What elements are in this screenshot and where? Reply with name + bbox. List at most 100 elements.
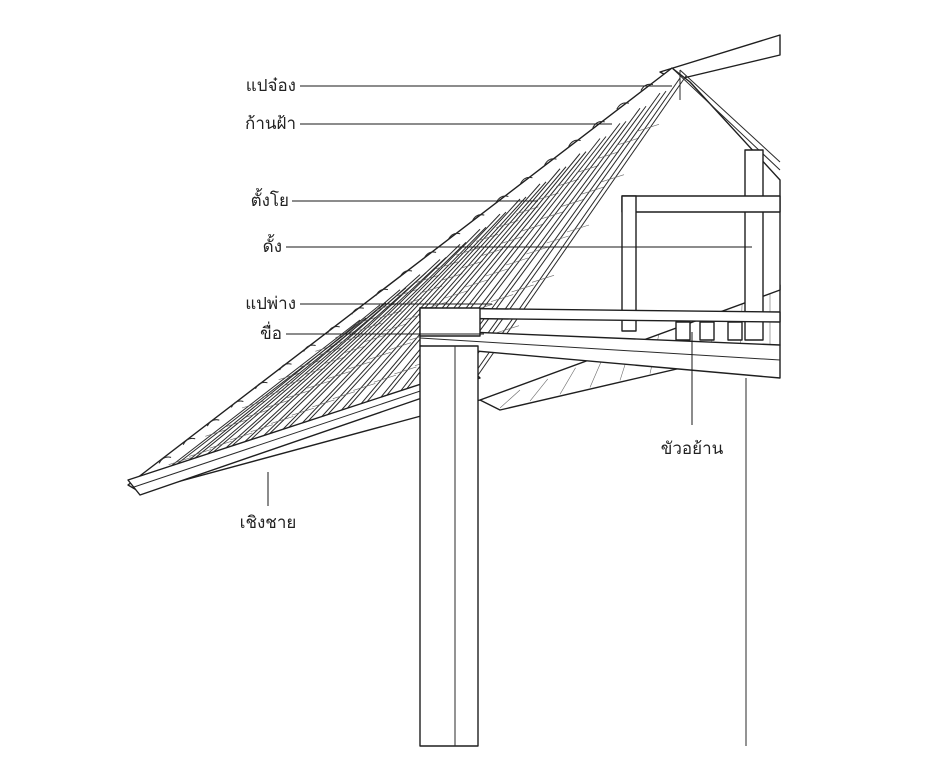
batten [485,268,508,277]
batten [168,457,191,465]
rafter [304,198,521,436]
tile-edge [544,158,557,166]
rafter [263,228,481,450]
batten [636,124,660,132]
rafter [180,289,401,477]
label-rafter-post: ตั้งโย [251,188,289,211]
batten [420,285,443,294]
rafter-edge [475,75,687,379]
batten [561,199,584,207]
rafter [242,244,461,456]
rafter-edge [228,257,447,461]
batten [246,409,269,418]
batten [465,279,488,288]
tile-edge [351,307,364,315]
batten [541,211,564,220]
batten [516,206,539,215]
batten [526,246,549,255]
rafter-edge [290,211,507,441]
far-rafter [529,378,549,402]
batten [363,334,386,343]
batten [348,361,371,370]
tile-edge [206,419,220,427]
batten [302,367,326,376]
batten [286,390,310,399]
batten [332,391,355,399]
main-rafters [139,75,687,491]
batten [318,347,342,356]
rafter [284,213,501,443]
batten [355,316,378,325]
batten [536,192,559,201]
joist-stubs [675,321,743,341]
batten [445,290,468,299]
batten [500,236,524,244]
batten [394,366,417,375]
batten [596,151,619,160]
batten [546,235,569,244]
batten [395,289,418,297]
rafter [345,168,561,422]
batten [282,378,305,387]
label-eave-board: เชิงชาย [240,513,297,533]
posts [419,345,747,747]
batten [353,383,376,391]
batten [327,371,350,379]
batten [531,275,555,283]
tile-edge [279,363,292,371]
batten [521,223,544,232]
tile-edge [447,232,461,240]
rafter-edge [269,226,487,448]
rafter-edge [351,166,567,420]
batten [368,352,391,360]
far-rafter [559,367,576,395]
batten [581,186,604,195]
tile-edge [182,437,196,445]
rafter [366,153,581,415]
rafter-edge [186,287,407,475]
batten [616,137,639,146]
tile-edge [399,270,413,278]
label-gable-stick: ก้านฝ้า [245,114,296,134]
batten [511,284,534,293]
batten [460,261,483,269]
batten [384,323,407,332]
gable-frame [621,67,781,341]
label-wall-plate: แปพ่าง [245,294,296,314]
batten [496,325,520,333]
rafter [139,319,361,491]
tile-edge [471,214,485,222]
batten [298,360,321,368]
batten [556,179,579,187]
batten [601,174,625,182]
batten [266,400,289,408]
wall-plate [419,307,781,337]
label-king-post: ดั้ง [263,234,282,257]
rafter [325,183,541,429]
rafter [222,259,441,463]
batten [225,419,248,427]
tie-beam [419,329,781,379]
rafter [201,274,421,470]
leader-lines [267,85,752,506]
batten [307,380,330,389]
batten [480,248,503,257]
batten [230,432,253,441]
rafter-edge [207,272,427,468]
tile-edge [230,400,244,408]
tile-edge [327,326,340,334]
rafter [469,77,681,381]
batten [189,449,212,457]
batten [343,345,366,354]
batten [291,407,314,416]
batten [209,440,232,449]
label-tie-beam: ขื่อ [260,321,282,344]
batten [312,399,335,408]
batten [440,273,463,281]
batten [491,294,514,302]
label-ridge-purlin: แปจ๋อง [246,76,296,96]
rafter-edge [310,196,527,434]
tile-edge [520,176,533,185]
